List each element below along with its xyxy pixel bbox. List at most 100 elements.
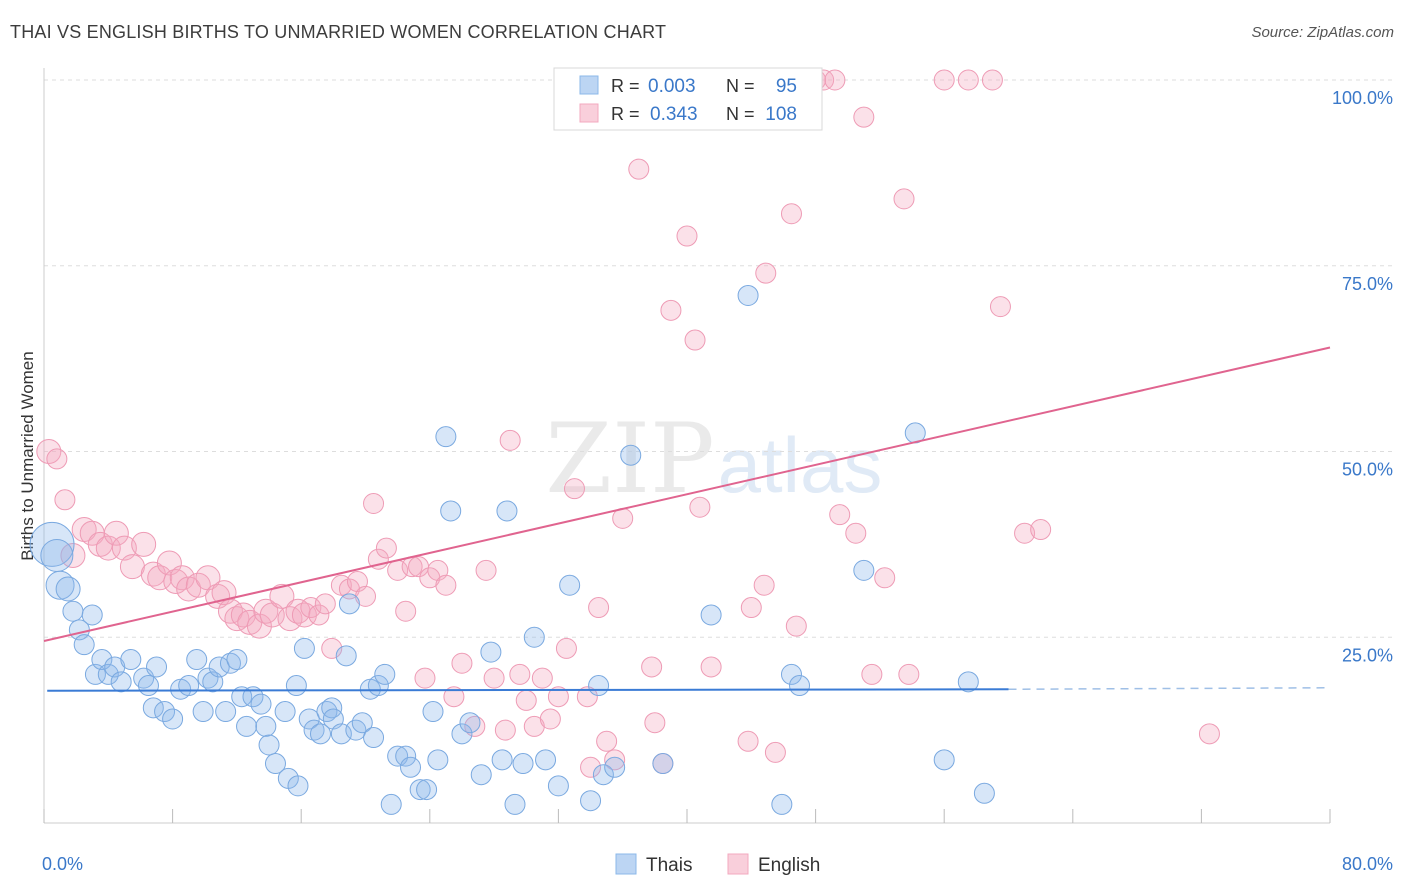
thais-point [186, 649, 208, 671]
bottom-legend-label-thais: Thais [646, 855, 692, 876]
english-point [628, 158, 650, 180]
thais-point [264, 753, 286, 775]
legend-r-label-english: R = [611, 104, 640, 124]
thais-point [512, 753, 534, 775]
english-point [753, 574, 775, 596]
thais-point [226, 649, 248, 671]
y-tick-label-25: 25.0% [1342, 645, 1393, 665]
english-point [308, 604, 330, 626]
english-point [443, 686, 465, 708]
english-point [547, 686, 569, 708]
thais-point [700, 604, 722, 626]
trend-line-english [43, 346, 1331, 642]
english-point [253, 598, 279, 624]
english-point [898, 663, 920, 685]
thais-point [400, 756, 422, 778]
legend-r-value-thais: 0.003 [648, 76, 696, 97]
thais-point [287, 775, 309, 797]
english-point [36, 439, 62, 464]
english-point [893, 188, 915, 210]
english-point [176, 576, 202, 602]
english-point [147, 565, 173, 591]
thais-point [45, 570, 75, 600]
english-point [515, 689, 537, 711]
thais-point [547, 775, 569, 797]
english-point [604, 749, 626, 771]
english-point [499, 429, 521, 451]
thais-point [363, 727, 385, 749]
thais-point [250, 693, 272, 715]
english-point [957, 69, 979, 91]
thais-point [853, 559, 875, 581]
thais-point [459, 712, 481, 734]
english-point [246, 613, 272, 639]
english-point [989, 296, 1011, 318]
english-point [576, 686, 598, 708]
english-point [509, 663, 531, 685]
thais-point [236, 715, 258, 737]
english-point [314, 593, 336, 615]
english-point [54, 489, 76, 511]
thais-point [154, 701, 176, 723]
grid-lines [44, 79, 1393, 638]
english-point [131, 531, 157, 557]
english-point [494, 719, 516, 741]
english-point [531, 667, 553, 689]
thais-point [338, 593, 360, 615]
thais-point [604, 756, 626, 778]
english-point [363, 493, 385, 515]
english-point [483, 667, 505, 689]
english-point [596, 730, 618, 752]
english-point [676, 225, 698, 247]
series-english-points [36, 69, 1220, 778]
english-point [414, 667, 436, 689]
thais-point [162, 708, 184, 730]
thais-point [374, 663, 396, 685]
english-point [933, 69, 955, 91]
thais-point [973, 782, 995, 804]
bottom-legend-swatch-thais [615, 853, 637, 875]
thais-point [771, 793, 793, 815]
thais-point [435, 426, 457, 448]
english-point [555, 637, 577, 659]
x-tick-label-max: 80.0% [1342, 854, 1393, 874]
thais-point [293, 637, 315, 659]
english-point [737, 730, 759, 752]
thais-point [737, 284, 759, 306]
thais-point [142, 697, 164, 719]
english-point [475, 559, 497, 581]
bottom-legend-swatch-english [727, 853, 749, 875]
english-point [1014, 522, 1036, 544]
thais-point [120, 649, 142, 671]
english-point [277, 606, 303, 632]
english-point [764, 741, 786, 763]
english-point [684, 329, 706, 351]
thais-point [274, 701, 296, 723]
thais-point [496, 500, 518, 522]
english-point [740, 597, 762, 619]
thais-point [652, 753, 674, 775]
thais-point [137, 675, 159, 697]
english-point [46, 448, 68, 470]
english-point [845, 522, 867, 544]
english-point [874, 567, 896, 589]
english-point [660, 299, 682, 321]
english-point [641, 656, 663, 678]
x-tick-label-min: 0.0% [42, 854, 83, 874]
chart-title: THAI VS ENGLISH BIRTHS TO UNMARRIED WOME… [10, 22, 667, 42]
x-tick-marks [43, 809, 1331, 823]
english-point [1198, 723, 1220, 745]
thais-point [351, 712, 373, 734]
english-point [689, 496, 711, 518]
y-tick-labels: 25.0% 50.0% 75.0% 100.0% [1332, 88, 1393, 665]
thais-point [933, 749, 955, 771]
thais-point [395, 745, 417, 767]
english-point [156, 550, 182, 576]
thais-point [146, 656, 168, 678]
thais-point [219, 652, 241, 674]
trend-lines [43, 346, 1331, 692]
watermark-zip: ZIP [545, 403, 714, 515]
legend-swatch-english [579, 103, 599, 123]
trend-line-thais [47, 688, 1009, 692]
thais-point [957, 671, 979, 693]
